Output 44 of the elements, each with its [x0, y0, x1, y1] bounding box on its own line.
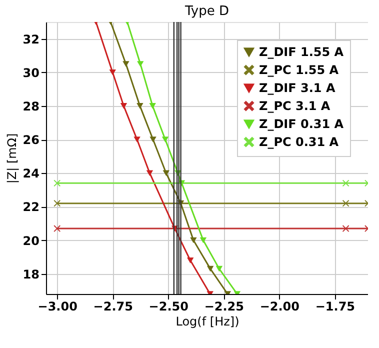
- point: [54, 180, 60, 187]
- point: [162, 170, 170, 176]
- y-tick-label: 20: [22, 234, 40, 248]
- y-tick-label: 28: [22, 99, 40, 114]
- y-tick-label: 26: [22, 133, 40, 148]
- x-tick-label: −3.00: [38, 300, 78, 314]
- point: [150, 136, 156, 142]
- point: [134, 136, 140, 142]
- point: [122, 61, 130, 67]
- point: [190, 237, 197, 244]
- y-tick-label: 24: [22, 166, 40, 181]
- legend-label: Z_PC 3.1 A: [259, 99, 331, 113]
- chart-title: Type D: [184, 4, 230, 19]
- legend-label: Z_PC 0.31 A: [259, 135, 340, 149]
- point: [120, 103, 128, 109]
- x-tick-label: −1.75: [315, 300, 356, 314]
- point: [137, 61, 144, 67]
- point: [146, 170, 154, 176]
- point: [216, 266, 223, 272]
- point: [186, 258, 194, 264]
- point: [54, 225, 60, 232]
- point: [200, 237, 207, 244]
- point: [54, 200, 60, 207]
- y-axis-title: |Z| [mΩ]: [4, 133, 19, 184]
- legend-label: Z_DIF 0.31 A: [259, 117, 344, 131]
- point: [162, 136, 169, 142]
- y-tick-label: 30: [22, 66, 40, 80]
- y-tick-label: 18: [22, 267, 40, 282]
- x-tick-label: −2.25: [204, 300, 244, 314]
- legend-label: Z_DIF 1.55 A: [259, 45, 344, 59]
- point: [109, 69, 116, 76]
- point: [149, 103, 156, 109]
- point: [206, 266, 214, 272]
- legend-label: Z_PC 1.55 A: [259, 63, 340, 77]
- x-tick-label: −2.00: [260, 300, 300, 314]
- x-tick-label: −2.50: [148, 300, 188, 314]
- point: [136, 103, 144, 109]
- x-tick-label: −2.75: [93, 300, 133, 314]
- x-axis-title: Log(f [Hz]): [176, 314, 240, 328]
- legend-label: Z_DIF 3.1 A: [259, 81, 336, 95]
- point: [342, 180, 350, 187]
- point: [342, 200, 350, 207]
- y-tick-label: 22: [22, 200, 40, 214]
- y-tick-label: 32: [22, 32, 40, 46]
